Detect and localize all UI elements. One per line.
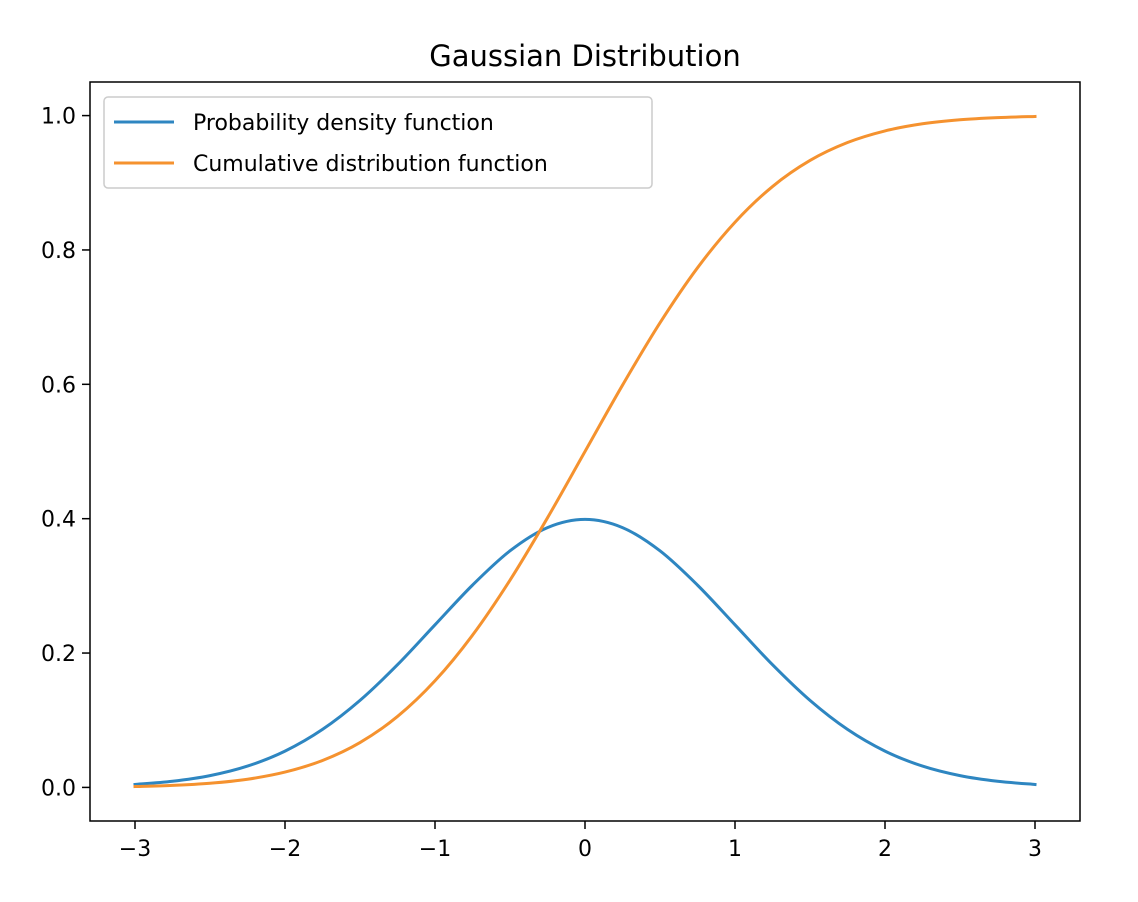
series-line-cdf [133, 114, 1037, 789]
x-tick-label: −3 [119, 837, 151, 862]
y-tick-label: 0.0 [41, 776, 76, 801]
chart-title: Gaussian Distribution [429, 39, 740, 73]
x-tick-label: 2 [878, 837, 892, 862]
y-tick-label: 1.0 [41, 105, 76, 130]
x-tick-label: −2 [269, 837, 301, 862]
x-tick-label: 1 [728, 837, 742, 862]
series-line-pdf [133, 517, 1037, 787]
x-tick-label: 0 [578, 837, 592, 862]
y-tick-label: 0.2 [41, 642, 76, 667]
legend: Probability density function Cumulative d… [103, 96, 653, 189]
legend-label: Probability density function [193, 111, 494, 136]
y-tick-label: 0.6 [41, 373, 76, 398]
x-tick-label: 3 [1028, 837, 1042, 862]
x-tick-label: −1 [419, 837, 451, 862]
legend-label: Cumulative distribution function [193, 152, 548, 177]
y-axis: 0.0 0.2 0.4 0.6 0.8 1.0 [41, 105, 90, 801]
legend-box [103, 96, 653, 189]
y-tick-label: 0.4 [41, 508, 76, 533]
y-tick-label: 0.8 [41, 239, 76, 264]
plot-lines [133, 114, 1037, 789]
x-axis: −3 −2 −1 0 1 2 3 [119, 821, 1042, 862]
